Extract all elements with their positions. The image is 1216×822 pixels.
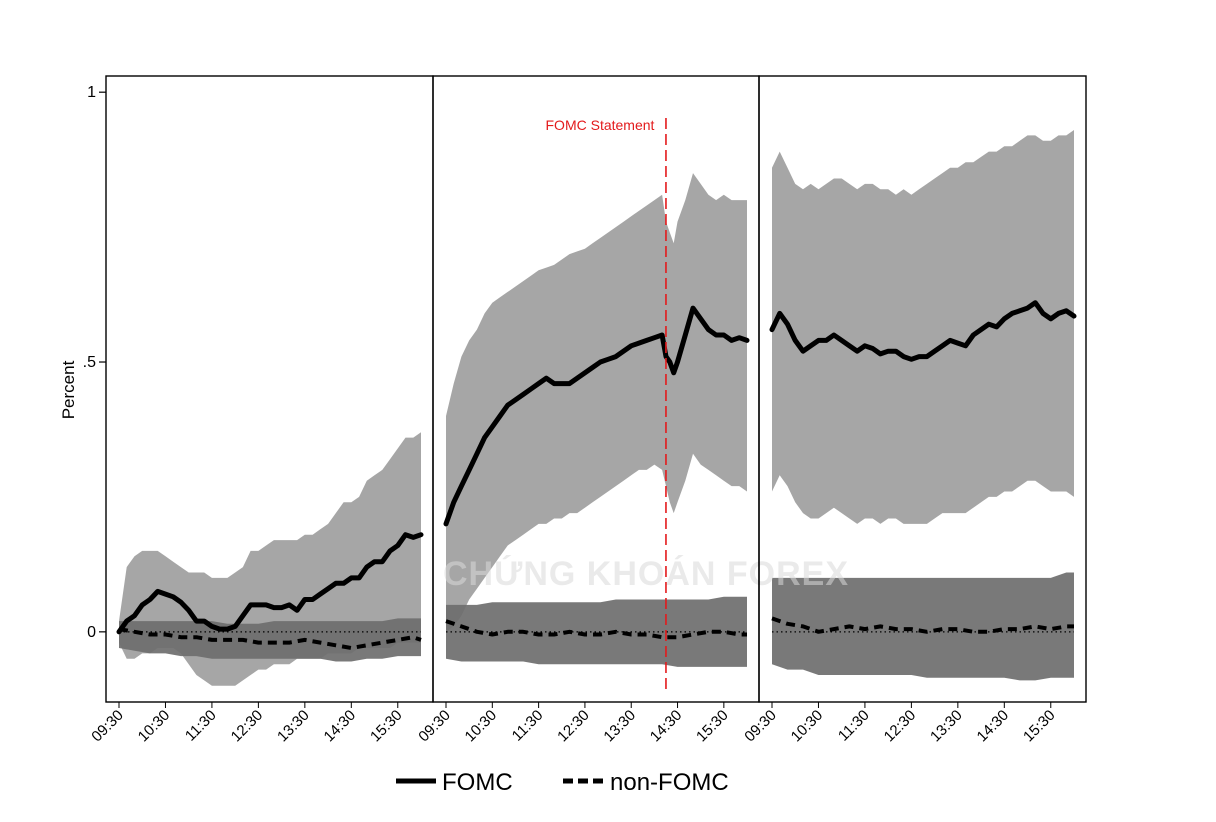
confidence-bands xyxy=(119,130,1074,686)
band-nonfomc-panel-2 xyxy=(446,596,747,667)
line-nonfomc-panel-2 xyxy=(445,619,747,640)
band-nonfomc-panel-3 xyxy=(772,572,1074,681)
line-fomc-panel-2 xyxy=(443,305,750,527)
series-lines xyxy=(116,300,1077,650)
line-nonfomc-panel-1 xyxy=(118,627,422,650)
y-tick-label: 0 xyxy=(87,624,96,641)
watermark-text: CHỨNG KHOÁN FOREX xyxy=(443,555,849,593)
line-nonfomc-panel-3 xyxy=(771,616,1074,634)
line-fomc-panel-3 xyxy=(769,300,1077,362)
y-axis: 0.51 xyxy=(83,84,106,641)
y-tick-label: 1 xyxy=(87,84,96,101)
fomc-statement-label: FOMC Statement xyxy=(546,117,655,133)
panel-frames xyxy=(105,75,1087,703)
line-fomc-panel-1 xyxy=(116,532,424,635)
legend-fomc-label: FOMC xyxy=(442,769,513,796)
legend-nonfomc-label: non-FOMC xyxy=(610,769,729,796)
band-nonfomc-panel-1 xyxy=(119,618,421,662)
y-tick-label: .5 xyxy=(83,354,96,371)
band-fomc-panel-2 xyxy=(446,173,747,632)
y-axis-label: Percent xyxy=(59,360,78,419)
legend: FOMC non-FOMC xyxy=(396,769,729,796)
panel-frame-3 xyxy=(758,75,1087,703)
band-fomc-panel-3 xyxy=(772,130,1074,524)
